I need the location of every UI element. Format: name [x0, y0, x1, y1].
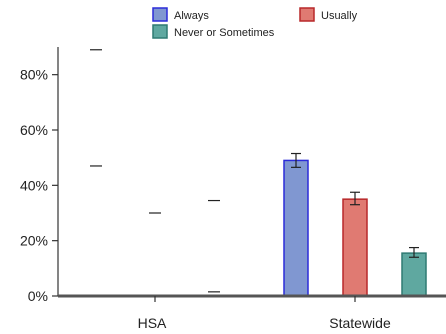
- error-bars: [90, 49, 419, 297]
- chart-legend: Always Usually Never or Sometimes: [152, 7, 358, 39]
- legend-swatch: [152, 24, 168, 39]
- x-tick-label: HSA: [138, 315, 167, 331]
- legend-label: Always: [174, 10, 209, 22]
- x-tick-label: Statewide: [329, 315, 391, 331]
- legend-label: Never or Sometimes: [174, 27, 275, 39]
- legend-swatch: [299, 7, 315, 22]
- y-tick-label: 40%: [20, 177, 48, 193]
- bar: [401, 252, 427, 297]
- legend-label: Usually: [321, 10, 358, 22]
- y-tick-label: 0%: [28, 288, 48, 304]
- y-tick-label: 60%: [20, 122, 48, 138]
- legend-swatch: [152, 7, 168, 22]
- bar: [283, 159, 309, 297]
- y-tick-label: 80%: [20, 67, 48, 83]
- y-axis: 0% 20% 40% 60% 80%: [20, 47, 59, 304]
- x-axis: HSA Statewide: [58, 294, 446, 331]
- y-tick-label: 20%: [20, 233, 48, 249]
- bar: [342, 198, 368, 297]
- bar-series: [283, 159, 427, 297]
